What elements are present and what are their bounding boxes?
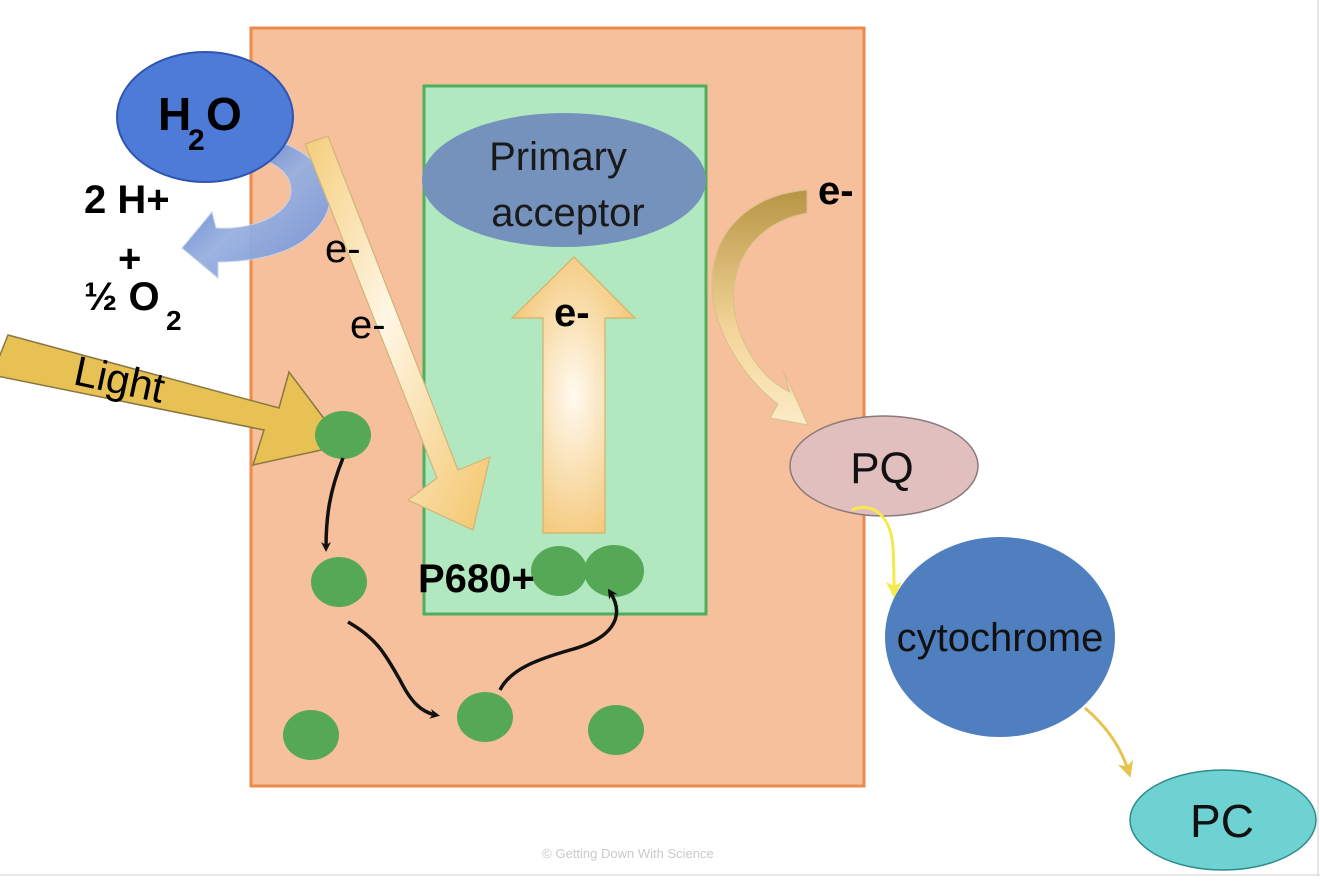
energy-transfer-arrow-1: [321, 457, 345, 552]
cytochrome-label: cytochrome: [897, 616, 1104, 660]
pc-label: PC: [1190, 795, 1254, 847]
primary-acceptor-line2: acceptor: [491, 191, 644, 235]
pigment-molecule-5: [588, 705, 644, 755]
electron-label-right: e-: [818, 169, 854, 213]
electron-label-center: e-: [554, 291, 590, 335]
energy-transfer-arrow-2: [347, 620, 440, 719]
p680-label: P680+: [418, 557, 535, 601]
electron-label-upper: e-: [325, 227, 361, 271]
transfer-arrow-pq-to-cytochrome: [851, 506, 902, 598]
energy-transfer-arrow-3: [498, 588, 619, 691]
light-label: Light: [70, 347, 169, 412]
pq-label: PQ: [850, 444, 914, 493]
primary-acceptor: [422, 113, 706, 247]
oxygen-subscript: 2: [166, 305, 182, 336]
pigment-molecule-4: [457, 692, 513, 742]
water-label-h: H: [158, 88, 191, 140]
footer-credit: © Getting Down With Science: [542, 846, 713, 861]
water-label-o: O: [206, 88, 242, 140]
primary-acceptor-line1: Primary: [489, 135, 627, 179]
electron-label-lower: e-: [350, 303, 386, 347]
pigment-molecule-3: [283, 710, 339, 760]
water-molecule: [116, 51, 294, 183]
p680-molecule-1: [531, 546, 587, 596]
pigment-molecule-2: [311, 557, 367, 607]
plastocyanin: [1129, 769, 1317, 871]
oxygen-label: ½ O: [84, 275, 160, 319]
plastoquinone: [789, 415, 979, 517]
electron-arrow-water-to-p680: [304, 135, 491, 531]
water-label-subscript: 2: [188, 124, 205, 157]
electron-arrow-to-acceptor: [510, 256, 637, 534]
light-arrow: [0, 334, 346, 467]
plus-sign: +: [118, 237, 141, 281]
electron-arrow-to-pq: [711, 189, 809, 426]
transfer-arrow-cytochrome-to-pc: [1084, 706, 1134, 778]
pigment-molecule-1: [315, 411, 371, 459]
hydrogen-ion-label: 2 H+: [84, 178, 170, 222]
cytochrome-complex: [885, 537, 1115, 737]
p680-molecule-2: [584, 545, 644, 597]
